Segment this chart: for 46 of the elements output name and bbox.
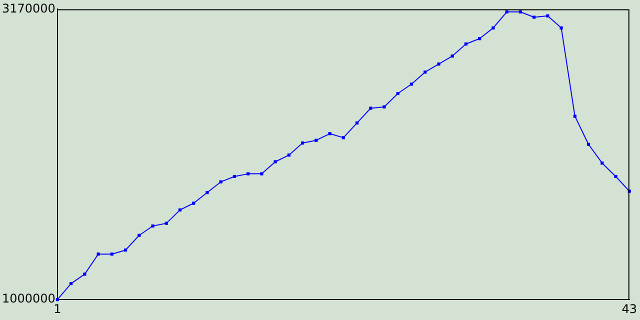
point <box>56 298 59 302</box>
point <box>287 154 290 157</box>
point <box>382 105 386 108</box>
point <box>219 180 222 184</box>
point <box>83 272 86 276</box>
point <box>342 136 345 140</box>
point <box>110 252 114 256</box>
point <box>314 138 318 142</box>
point <box>178 208 182 212</box>
point <box>232 174 236 178</box>
y-tick-label: 1000000 <box>2 292 56 306</box>
point <box>246 172 250 176</box>
point <box>70 282 73 286</box>
point <box>396 92 400 96</box>
point <box>424 70 427 74</box>
point <box>573 114 576 118</box>
point <box>410 82 414 86</box>
point <box>518 10 522 14</box>
point <box>96 252 100 256</box>
point <box>124 248 128 252</box>
point <box>614 174 618 178</box>
point <box>437 62 440 66</box>
point <box>478 37 482 40</box>
point <box>274 160 277 164</box>
point <box>600 162 604 165</box>
point <box>369 106 372 110</box>
y-tick-label: 3170000 <box>2 1 56 16</box>
point <box>560 26 563 30</box>
point <box>164 222 168 225</box>
point <box>260 172 264 176</box>
point <box>138 234 141 237</box>
point <box>300 141 304 145</box>
x-tick-label: 43 <box>622 302 638 316</box>
point <box>505 10 508 14</box>
point <box>546 14 550 18</box>
point <box>532 16 536 19</box>
point <box>450 54 454 58</box>
point <box>492 26 495 30</box>
point <box>464 42 468 46</box>
point <box>355 121 359 125</box>
x-tick-label: 1 <box>54 302 62 316</box>
point <box>206 190 209 194</box>
point <box>192 202 196 205</box>
point <box>586 142 590 146</box>
point <box>151 224 154 228</box>
point <box>328 132 332 136</box>
